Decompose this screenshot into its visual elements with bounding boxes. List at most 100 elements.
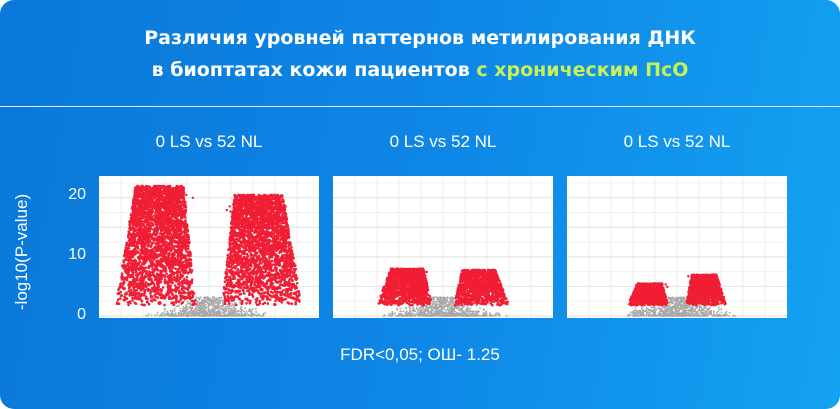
point-significant-left — [164, 235, 168, 238]
point-nonsignificant — [184, 314, 187, 317]
point-significant-left — [131, 270, 134, 273]
point-significant-left — [125, 264, 128, 268]
point-significant-left — [176, 194, 179, 197]
point-significant-left — [158, 221, 162, 225]
point-significant-left — [192, 302, 195, 305]
point-nonsignificant — [210, 303, 213, 306]
point-significant-left — [184, 232, 187, 235]
point-significant-left — [144, 288, 147, 292]
point-significant-left — [139, 238, 142, 241]
point-significant-left — [169, 201, 173, 204]
point-significant-left — [166, 280, 170, 283]
point-nonsignificant — [195, 296, 198, 299]
point-nonsignificant — [209, 299, 212, 301]
point-significant-left — [137, 194, 140, 198]
point-significant-left — [188, 283, 192, 287]
point-significant-left — [156, 200, 159, 204]
point-significant-left — [168, 278, 172, 282]
point-nonsignificant — [189, 315, 192, 317]
point-significant-left — [179, 224, 183, 227]
point-significant-left — [154, 215, 158, 218]
point-significant-left — [140, 220, 143, 223]
y-tick-label-20: 20 — [68, 186, 86, 203]
point-nonsignificant — [173, 315, 176, 317]
point-nonsignificant — [236, 314, 239, 316]
point-significant-left — [158, 191, 161, 194]
point-significant-left — [157, 289, 161, 292]
point-nonsignificant — [171, 310, 174, 313]
point-significant-left — [160, 290, 163, 293]
point-nonsignificant — [162, 315, 165, 317]
point-significant-left — [159, 270, 162, 274]
point-nonsignificant — [243, 310, 245, 313]
point-significant-left — [125, 291, 128, 294]
point-significant-left — [172, 237, 175, 240]
point-significant-left — [187, 245, 190, 248]
point-significant-left — [166, 187, 169, 190]
point-significant-left — [135, 199, 139, 202]
point-significant-left — [132, 253, 135, 257]
point-significant-left — [157, 194, 160, 197]
point-nonsignificant — [251, 308, 254, 311]
point-nonsignificant — [221, 299, 224, 302]
point-significant-left — [186, 230, 189, 233]
point-significant-left — [185, 266, 189, 269]
point-significant-left — [144, 256, 147, 259]
point-significant-left — [155, 272, 159, 276]
point-significant-left — [131, 239, 135, 242]
point-significant-left — [140, 299, 144, 303]
point-significant-left — [137, 185, 140, 188]
point-significant-left — [133, 204, 137, 207]
point-nonsignificant — [190, 307, 192, 310]
point-nonsignificant — [188, 310, 191, 313]
point-significant-left — [188, 280, 191, 283]
point-significant-left — [167, 212, 171, 216]
point-significant-left — [128, 237, 131, 240]
point-nonsignificant — [212, 314, 215, 317]
point-significant-left — [169, 240, 173, 244]
point-significant-left — [148, 278, 152, 282]
point-significant-left — [175, 298, 178, 302]
point-significant-left — [161, 235, 164, 238]
point-significant-left — [137, 262, 140, 266]
point-significant-left — [153, 258, 156, 261]
point-significant-left — [132, 197, 136, 200]
point-significant-left — [134, 188, 138, 192]
point-significant-left — [148, 196, 152, 200]
point-significant-left — [156, 244, 159, 248]
point-significant-left — [150, 221, 153, 224]
point-nonsignificant — [237, 309, 240, 312]
point-significant-left — [131, 267, 135, 271]
point-significant-left — [151, 223, 155, 227]
point-significant-left — [166, 204, 170, 207]
point-significant-left — [152, 283, 156, 286]
point-significant-left — [179, 259, 182, 263]
point-significant-left — [141, 283, 145, 286]
point-significant-left — [149, 245, 152, 248]
point-significant-left — [179, 298, 182, 301]
point-nonsignificant — [217, 311, 220, 313]
point-nonsignificant — [227, 310, 230, 312]
point-nonsignificant — [182, 314, 184, 317]
point-significant-left — [136, 203, 139, 207]
point-nonsignificant — [248, 310, 250, 313]
point-significant-left — [133, 277, 136, 280]
point-significant-left — [161, 244, 165, 248]
point-significant-outlier — [147, 194, 150, 197]
point-significant-left — [168, 230, 171, 234]
point-significant-left — [170, 193, 173, 197]
point-nonsignificant — [200, 306, 203, 309]
point-significant-left — [141, 187, 144, 191]
point-significant-left — [145, 270, 148, 273]
point-nonsignificant — [177, 305, 180, 307]
point-nonsignificant — [210, 301, 213, 304]
point-significant-left — [159, 259, 163, 263]
point-nonsignificant — [198, 298, 201, 301]
point-nonsignificant — [232, 312, 235, 315]
point-nonsignificant — [214, 314, 217, 317]
point-significant-left — [173, 205, 176, 209]
point-nonsignificant — [217, 302, 220, 305]
point-significant-left — [158, 248, 161, 251]
point-significant-left — [125, 248, 128, 251]
point-significant-left — [137, 227, 141, 230]
